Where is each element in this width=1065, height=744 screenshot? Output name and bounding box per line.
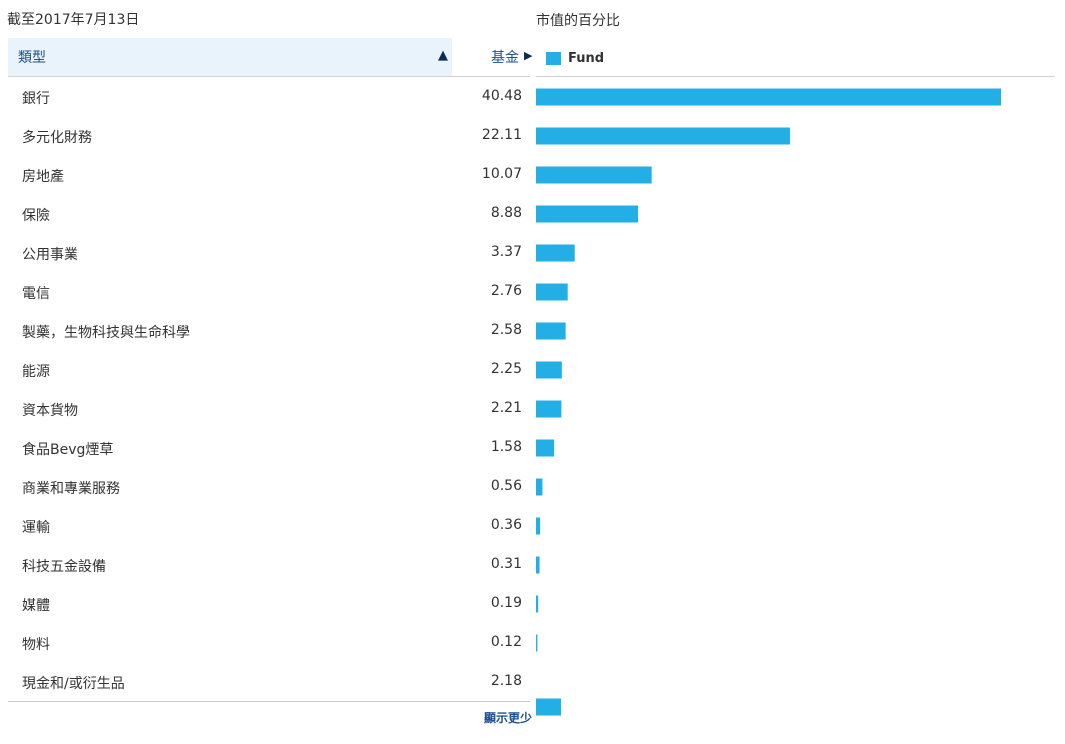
sector-value: 10.07 xyxy=(481,166,522,182)
sector-value: 2.76 xyxy=(490,283,522,299)
table-row: 商業和專業服務 0.56 xyxy=(8,467,530,506)
sector-value: 2.18 xyxy=(490,673,522,689)
bar-13 xyxy=(536,595,539,613)
sector-name: 房地產 xyxy=(22,169,64,185)
sector-value: 2.25 xyxy=(490,361,522,377)
sector-value: 22.11 xyxy=(481,127,522,143)
bar-1 xyxy=(536,127,790,145)
sector-name: 資本貨物 xyxy=(22,403,78,419)
table-row: 能源 2.25 xyxy=(8,350,530,389)
table-row: 多元化財務 22.11 xyxy=(8,116,530,155)
sector-value: 8.88 xyxy=(490,205,522,221)
table-row: 銀行 40.48 xyxy=(8,77,530,116)
sector-name: 保險 xyxy=(22,208,50,224)
table-row: 電信 2.76 xyxy=(8,272,530,311)
sector-name: 電信 xyxy=(22,286,50,302)
bar-4 xyxy=(536,244,575,262)
bar-9 xyxy=(536,439,555,457)
bar-2 xyxy=(536,166,652,184)
sector-name: 公用事業 xyxy=(22,247,78,263)
sector-value: 2.21 xyxy=(490,400,522,416)
table-header xyxy=(8,38,452,76)
legend-swatch-fund xyxy=(546,52,561,65)
table-row: 現金和/或衍生品 2.18 xyxy=(8,662,530,701)
bar-15 xyxy=(536,698,562,716)
table-row: 製藥，生物科技與生命科學 2.58 xyxy=(8,311,530,350)
sector-value: 40.48 xyxy=(481,88,522,104)
sector-name: 物料 xyxy=(22,637,50,653)
header-divider xyxy=(8,76,530,77)
as-of-date: 截至2017年7月13日 xyxy=(7,12,140,28)
table-row: 科技五金設備 0.31 xyxy=(8,545,530,584)
table-row: 物料 0.12 xyxy=(8,623,530,662)
table-row: 媒體 0.19 xyxy=(8,584,530,623)
sector-value: 0.12 xyxy=(490,634,522,650)
sector-name: 媒體 xyxy=(22,598,50,614)
table-row: 保險 8.88 xyxy=(8,194,530,233)
bar-0 xyxy=(536,88,1001,106)
bar-7 xyxy=(536,361,562,379)
sector-value: 0.19 xyxy=(490,595,522,611)
chart-header-divider xyxy=(536,76,1055,77)
bar-10 xyxy=(536,478,543,496)
table-row: 資本貨物 2.21 xyxy=(8,389,530,428)
sector-value: 3.37 xyxy=(490,244,522,260)
sector-value: 0.31 xyxy=(490,556,522,572)
sector-name: 製藥，生物科技與生命科學 xyxy=(22,325,190,341)
bar-3 xyxy=(536,205,639,223)
sector-name: 多元化財務 xyxy=(22,130,92,146)
sector-name: 能源 xyxy=(22,364,50,380)
table-row: 食品Bevg煙草 1.58 xyxy=(8,428,530,467)
bar-5 xyxy=(536,283,568,301)
sector-name: 科技五金設備 xyxy=(22,559,106,575)
sort-ascending-icon[interactable]: ▲ xyxy=(438,48,448,63)
footer-divider xyxy=(8,701,530,702)
sort-indicator-icon[interactable]: ▶ xyxy=(524,49,533,62)
sector-name: 銀行 xyxy=(22,91,50,107)
legend-label-fund: Fund xyxy=(568,51,605,66)
sector-name: 商業和專業服務 xyxy=(22,481,120,497)
bar-12 xyxy=(536,556,540,574)
bar-8 xyxy=(536,400,562,418)
chart-title: 市值的百分比 xyxy=(536,13,620,29)
bar-11 xyxy=(536,517,541,535)
sector-value: 0.36 xyxy=(490,517,522,533)
sector-value: 0.56 xyxy=(490,478,522,494)
table-row: 公用事業 3.37 xyxy=(8,233,530,272)
sector-name: 現金和/或衍生品 xyxy=(22,676,125,692)
table-row: 運輸 0.36 xyxy=(8,506,530,545)
column-header-type[interactable]: 類型 xyxy=(18,50,46,66)
sector-name: 運輸 xyxy=(22,520,50,536)
table-row: 房地產 10.07 xyxy=(8,155,530,194)
show-less-link[interactable]: 顯示更少 xyxy=(484,711,533,725)
sector-name: 食品Bevg煙草 xyxy=(22,442,114,458)
sector-value: 2.58 xyxy=(490,322,522,338)
column-header-fund[interactable]: 基金 xyxy=(491,50,519,66)
sector-value: 1.58 xyxy=(490,439,522,455)
bar-14 xyxy=(536,634,538,652)
bar-6 xyxy=(536,322,566,340)
